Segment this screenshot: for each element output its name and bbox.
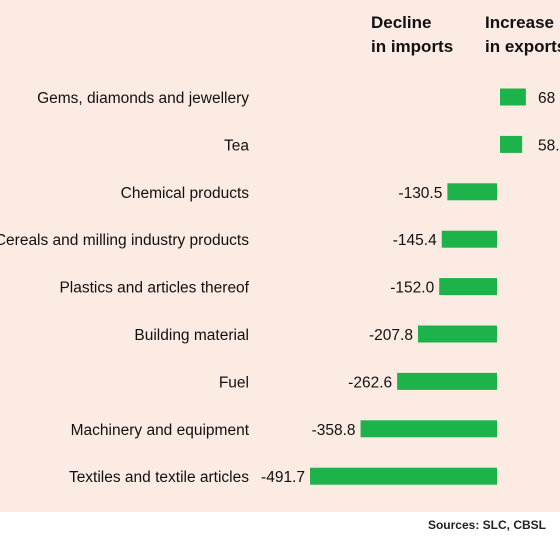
bar — [500, 88, 526, 106]
bar — [417, 325, 497, 343]
bar — [439, 278, 497, 296]
sources-note: Sources: SLC, CBSL — [427, 518, 546, 532]
value-label: -358.8 — [312, 422, 356, 439]
value-label: -145.4 — [393, 232, 437, 249]
category-label: Machinery and equipment — [71, 422, 250, 439]
category-label: Tea — [224, 137, 249, 154]
chart-svg: Decline in imports Increase in exports Gems,… — [0, 13, 560, 486]
category-label: Building material — [134, 327, 249, 344]
value-label: -491.7 — [261, 469, 305, 486]
column-header-line: Increase — [485, 13, 554, 32]
bar — [397, 372, 497, 390]
category-label: Cereals and milling industry products — [0, 232, 249, 249]
bar — [447, 183, 497, 201]
value-label: -262.6 — [348, 374, 392, 391]
column-header-decline: Decline in imports — [371, 13, 453, 56]
column-header-line: Decline — [371, 13, 431, 32]
category-label: Textiles and textile articles — [69, 469, 249, 486]
bar — [441, 230, 497, 248]
value-label: 58. — [538, 137, 560, 154]
value-label: 68 — [538, 90, 555, 107]
column-header-line: in imports — [371, 37, 453, 56]
bar-chart: Decline in imports Increase in exports Gems,… — [0, 13, 560, 486]
category-label: Chemical products — [121, 185, 250, 202]
bar — [500, 135, 523, 153]
category-label: Fuel — [219, 374, 249, 391]
column-header-line: in exports — [485, 37, 560, 56]
value-label: -130.5 — [398, 185, 442, 202]
bar — [360, 420, 497, 438]
value-label: -207.8 — [369, 327, 413, 344]
category-label: Gems, diamonds and jewellery — [37, 90, 249, 107]
category-label: Plastics and articles thereof — [59, 280, 249, 297]
column-header-increase: Increase in exports — [485, 13, 560, 56]
value-label: -152.0 — [390, 280, 434, 297]
bar — [310, 467, 497, 485]
